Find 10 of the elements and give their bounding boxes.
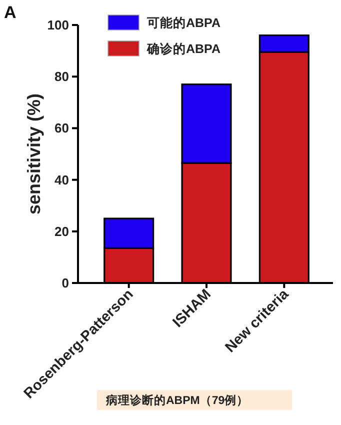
y-tick-label: 100 xyxy=(47,18,69,32)
legend-label: 可能的ABPA xyxy=(146,15,220,30)
y-tick-label: 0 xyxy=(62,276,69,290)
y-tick-label: 60 xyxy=(54,120,69,136)
y-axis-title: sensitivity (%) xyxy=(24,93,44,215)
y-tick-label: 40 xyxy=(54,172,69,188)
text: A xyxy=(4,3,16,22)
y-tick-label: 20 xyxy=(54,224,69,239)
y-tick-label: 80 xyxy=(54,69,69,84)
legend-label: 确诊的ABPA xyxy=(146,42,220,56)
